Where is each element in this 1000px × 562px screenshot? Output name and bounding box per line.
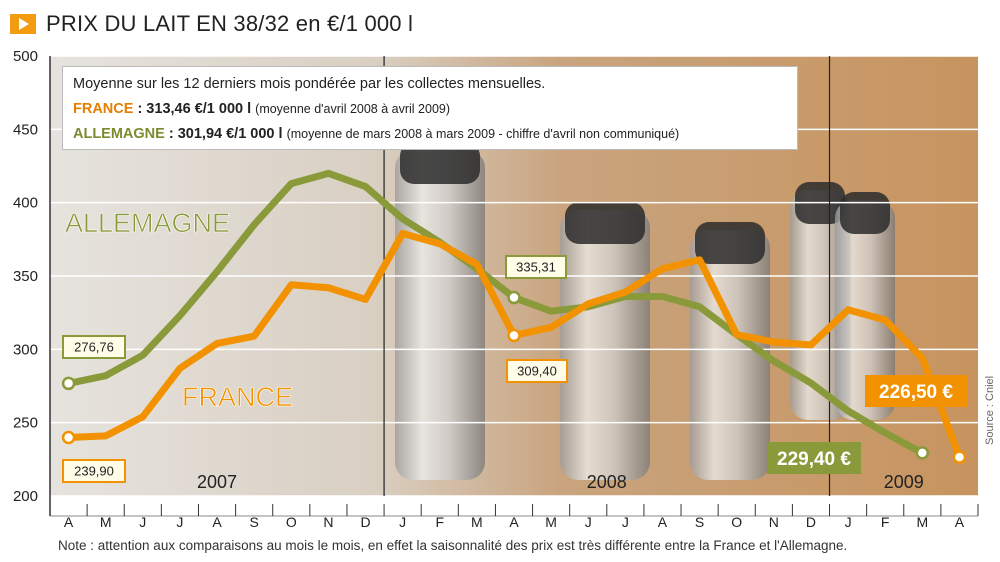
x-tick-label: J bbox=[176, 514, 183, 530]
x-tick-label: M bbox=[545, 514, 557, 530]
data-labels: ALLEMAGNE FRANCE 276,76 335,31 229,40 € 239,9… bbox=[62, 208, 967, 483]
data-label-box bbox=[62, 335, 126, 359]
germany-label: ALLEMAGNE bbox=[73, 126, 165, 142]
x-tick-label: S bbox=[249, 514, 258, 530]
x-tick-label: F bbox=[881, 514, 890, 530]
x-tick-label: J bbox=[399, 514, 406, 530]
x-tick-label: J bbox=[845, 514, 852, 530]
y-tick-label: 400 bbox=[13, 195, 38, 212]
teat-cup-shape bbox=[395, 150, 485, 480]
y-tick-label: 350 bbox=[13, 268, 38, 285]
data-point-marker bbox=[61, 430, 76, 445]
x-tick-label: F bbox=[435, 514, 444, 530]
data-label-allemagne: 229,40 € bbox=[767, 442, 861, 474]
x-tick-label: M bbox=[916, 514, 928, 530]
data-label-text: 309,40 bbox=[517, 364, 557, 379]
info-line-france: FRANCE : 313,46 €/1 000 l (moyenne d'avr… bbox=[73, 97, 787, 122]
info-line-average: Moyenne sur les 12 derniers mois pondéré… bbox=[73, 76, 546, 92]
info-box: Moyenne sur les 12 derniers mois pondéré… bbox=[62, 66, 798, 150]
data-point-marker bbox=[61, 376, 76, 391]
teat-cup-shape bbox=[560, 210, 650, 480]
x-tick-label: A bbox=[509, 514, 519, 530]
data-label-text: 239,90 bbox=[74, 464, 114, 479]
x-tick-label: J bbox=[622, 514, 629, 530]
source-credit: Source : Cniel bbox=[984, 375, 996, 445]
data-label-text: 276,76 bbox=[74, 340, 114, 355]
y-tick-label: 450 bbox=[13, 121, 38, 138]
x-tick-label: A bbox=[955, 514, 965, 530]
teat-cup-liner-shape bbox=[565, 202, 645, 244]
year-label: 2007 bbox=[197, 472, 237, 492]
data-label-box bbox=[865, 375, 967, 407]
x-tick-label: S bbox=[695, 514, 704, 530]
series-label-france: FRANCE bbox=[182, 382, 293, 412]
info-line-germany: ALLEMAGNE : 301,94 €/1 000 l (moyenne de… bbox=[73, 122, 787, 147]
data-point-marker bbox=[507, 290, 521, 305]
data-point-marker bbox=[507, 328, 521, 343]
x-tick-label: O bbox=[286, 514, 297, 530]
data-label-text: 335,31 bbox=[516, 260, 556, 275]
y-tick-label: 200 bbox=[13, 488, 38, 505]
x-tick-label: M bbox=[471, 514, 483, 530]
x-tick-label: O bbox=[731, 514, 742, 530]
y-tick-label: 300 bbox=[13, 341, 38, 358]
axes: 200 250 300 350 400 450 500 A M J J A S O N D J F M A M J J A S O… bbox=[13, 48, 979, 530]
y-tick-label: 250 bbox=[13, 415, 38, 432]
play-icon bbox=[10, 14, 36, 34]
x-tick-label: A bbox=[212, 514, 222, 530]
x-tick-label: D bbox=[806, 514, 816, 530]
x-tick-label: A bbox=[64, 514, 74, 530]
data-point-marker bbox=[952, 450, 967, 464]
x-tick-label: N bbox=[769, 514, 779, 530]
data-label-france: 309,40 bbox=[506, 359, 568, 383]
teat-cup-shape bbox=[835, 200, 895, 420]
x-tick-label: A bbox=[658, 514, 668, 530]
chart-title: PRIX DU LAIT EN 38/32 en €/1 000 l bbox=[10, 8, 413, 40]
x-tick-label: N bbox=[323, 514, 333, 530]
series-lines bbox=[61, 169, 967, 464]
footnote: Note : attention aux comparaisons au moi… bbox=[58, 538, 848, 553]
data-point-marker bbox=[915, 446, 930, 460]
data-label-allemagne: 276,76 bbox=[62, 335, 126, 359]
data-label-box bbox=[767, 442, 861, 474]
year-label: 2008 bbox=[587, 472, 627, 492]
data-label-allemagne: 335,31 bbox=[505, 255, 567, 279]
x-tick-label: J bbox=[139, 514, 146, 530]
series-label-allemagne: ALLEMAGNE bbox=[65, 208, 230, 238]
teat-cup-shape bbox=[690, 230, 770, 480]
x-tick-label: M bbox=[100, 514, 112, 530]
teat-cup-liner-shape bbox=[840, 192, 890, 234]
year-label: 2009 bbox=[884, 472, 924, 492]
france-label: FRANCE bbox=[73, 101, 134, 117]
data-label-france: 239,90 bbox=[62, 459, 126, 483]
france-average: : 313,46 €/1 000 l bbox=[137, 101, 252, 117]
data-label-text: 229,40 € bbox=[777, 449, 851, 470]
y-tick-label: 500 bbox=[13, 48, 38, 65]
teat-cup-liner-shape bbox=[400, 142, 480, 184]
france-average-note: (moyenne d'avril 2008 à avril 2009) bbox=[255, 102, 451, 116]
data-label-box bbox=[62, 459, 126, 483]
teat-cup-liner-shape bbox=[695, 222, 765, 264]
series-line-allemagne bbox=[65, 169, 926, 457]
x-tick-label: D bbox=[360, 514, 370, 530]
x-tick-label: J bbox=[585, 514, 592, 530]
data-label-box bbox=[506, 359, 568, 383]
data-label-box bbox=[505, 255, 567, 279]
germany-average-note: (moyenne de mars 2008 à mars 2009 - chif… bbox=[286, 127, 680, 141]
chart-title-text: PRIX DU LAIT EN 38/32 en €/1 000 l bbox=[46, 11, 414, 36]
germany-average: : 301,94 €/1 000 l bbox=[168, 126, 283, 142]
data-label-france: 226,50 € bbox=[865, 375, 967, 407]
data-label-text: 226,50 € bbox=[879, 382, 953, 403]
